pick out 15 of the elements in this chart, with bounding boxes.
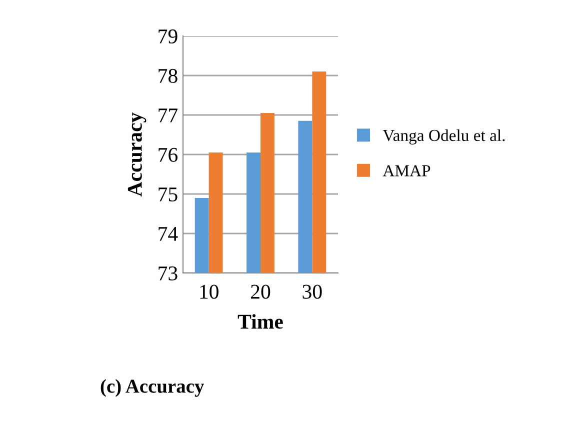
text: (c) Accuracy — [100, 379, 204, 397]
x-tick-label: 10 — [200, 284, 218, 299]
y-axis-title: Accuracy — [128, 112, 146, 197]
legend-label: AMAP — [382, 165, 430, 176]
x-tick-label: 30 — [302, 284, 322, 299]
x-tick-label: 20 — [251, 284, 270, 299]
y-tick-label: 75 — [158, 188, 178, 202]
y-tick-label: 78 — [158, 68, 178, 83]
y-tick-label: 73 — [158, 266, 178, 280]
y-tick-label: 77 — [158, 108, 178, 122]
y-tick-label: 79 — [158, 29, 178, 44]
x-axis-title: Time — [238, 314, 283, 329]
legend-label: Vanga Odelu et al. — [382, 129, 505, 145]
y-tick-label: 74 — [158, 227, 178, 241]
y-tick-label: 76 — [158, 148, 178, 162]
